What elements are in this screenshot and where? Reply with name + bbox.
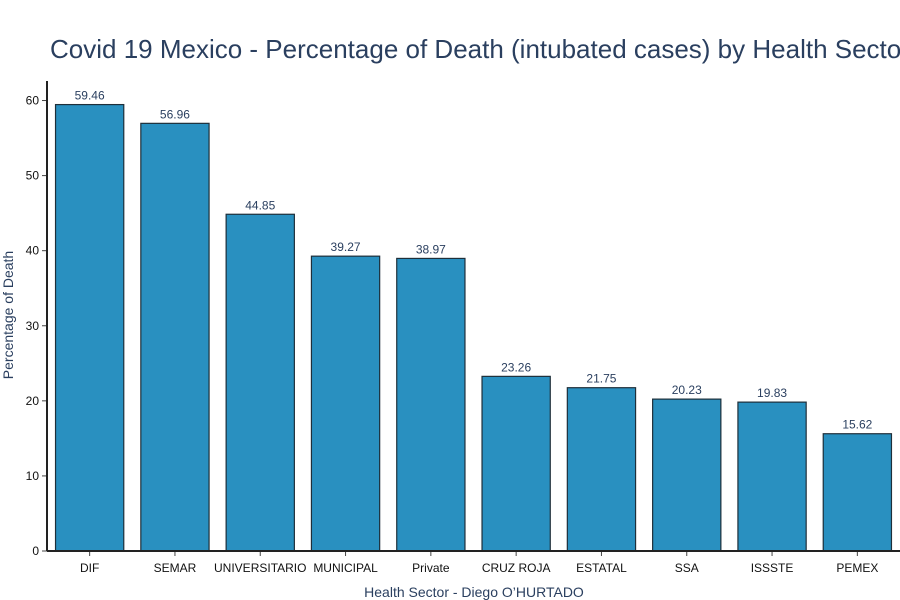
x-tick-label: PEMEX — [836, 561, 878, 575]
x-tick-label: MUNICIPAL — [313, 561, 378, 575]
bar-cruz-roja — [481, 375, 551, 552]
x-tick-label: CRUZ ROJA — [482, 561, 551, 575]
y-tick-label: 60 — [26, 94, 40, 108]
x-tick-label: UNIVERSITARIO — [214, 561, 306, 575]
chart-title: Covid 19 Mexico - Percentage of Death (i… — [50, 34, 900, 64]
data-label: 23.26 — [501, 360, 531, 374]
data-label: 44.85 — [245, 198, 275, 212]
y-tick-label: 40 — [26, 244, 40, 258]
y-tick-label: 30 — [26, 319, 40, 333]
bar-estatal — [566, 387, 637, 552]
data-label: 56.96 — [160, 107, 190, 121]
bar-universitario — [225, 213, 295, 552]
x-tick-label: Private — [412, 561, 450, 575]
y-axis-title: Percentage of Death — [0, 251, 16, 379]
x-tick-label: DIF — [80, 561, 99, 575]
y-tick-label: 10 — [26, 469, 40, 483]
y-axis-ticks: 0 10 20 30 40 50 60 — [26, 94, 47, 558]
bar-private — [396, 257, 466, 552]
bars-group — [54, 103, 893, 552]
x-axis-ticks: DIF SEMAR UNIVERSITARIO MUNICIPAL Private CRU… — [80, 551, 878, 575]
bar-municipal — [310, 255, 381, 552]
data-label: 20.23 — [672, 383, 702, 397]
x-tick-label: SEMAR — [154, 561, 197, 575]
data-label: 19.83 — [757, 386, 787, 400]
y-tick-label: 50 — [26, 169, 40, 183]
data-label: 21.75 — [586, 372, 616, 386]
data-label: 38.97 — [416, 242, 446, 256]
x-tick-label: ESTATAL — [576, 561, 627, 575]
bar-issste — [737, 401, 807, 552]
data-label: 59.46 — [75, 89, 105, 103]
data-labels-group: 59.46 56.96 44.85 39.27 38.97 23.26 21.75 20.23… — [75, 89, 873, 432]
x-tick-label: ISSSTE — [751, 561, 794, 575]
bar-semar — [140, 122, 210, 552]
data-label: 39.27 — [331, 240, 361, 254]
x-axis-title: Health Sector - Diego O’HURTADO — [364, 584, 584, 600]
bar-ssa — [652, 398, 722, 552]
bar-dif — [54, 103, 125, 552]
y-tick-label: 0 — [32, 544, 39, 558]
data-label: 15.62 — [842, 418, 872, 432]
y-tick-label: 20 — [26, 394, 40, 408]
bar-pemex — [822, 433, 893, 552]
x-tick-label: SSA — [675, 561, 699, 575]
